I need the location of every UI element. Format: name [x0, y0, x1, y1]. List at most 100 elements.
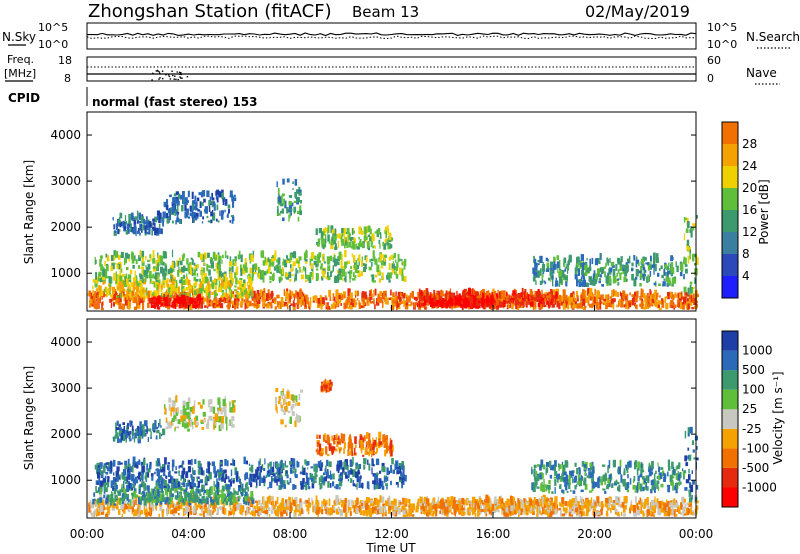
power-cell — [642, 274, 646, 277]
velocity-cell — [320, 504, 324, 507]
velocity-cell — [403, 504, 406, 511]
velocity-cell — [235, 501, 238, 504]
power-cell — [661, 300, 665, 308]
power-cell — [130, 282, 134, 287]
power-cell — [589, 303, 593, 308]
power-cell — [378, 278, 382, 283]
power-cell — [234, 272, 237, 279]
velocity-cell — [101, 502, 105, 505]
power-cell — [542, 270, 545, 274]
velocity-cell — [158, 513, 160, 517]
velocity-cell — [637, 506, 640, 510]
velocity-cell — [407, 498, 411, 503]
velocity-cell — [285, 512, 288, 517]
power-cell — [532, 267, 536, 274]
power-cell — [385, 297, 389, 305]
velocity-cell — [367, 506, 371, 510]
power-cell — [334, 246, 338, 250]
power-cell — [138, 255, 141, 262]
power-cell — [622, 268, 625, 272]
power-cell — [125, 273, 128, 279]
velocity-cell — [373, 498, 376, 505]
power-cell — [588, 270, 590, 274]
power-cell — [239, 302, 243, 306]
power-cell — [619, 272, 622, 281]
power-cell — [141, 261, 145, 267]
power-cell — [327, 271, 329, 278]
power-cell — [124, 280, 127, 288]
power-cell — [549, 269, 553, 277]
power-cell — [403, 304, 405, 307]
power-cell — [299, 210, 302, 216]
velocity-cell — [412, 509, 414, 513]
power-cell — [375, 274, 378, 278]
power-cell — [156, 302, 159, 309]
power-cell — [332, 296, 336, 302]
power-cell — [546, 295, 550, 299]
velocity-cell — [216, 492, 218, 496]
power-cell — [618, 269, 620, 274]
power-cell — [485, 291, 489, 297]
power-cell — [299, 205, 302, 212]
power-cell — [122, 284, 125, 291]
power-cell — [317, 298, 321, 304]
power-cell — [423, 289, 426, 296]
power-cell — [599, 297, 601, 306]
power-cell — [217, 264, 221, 270]
power-cell — [696, 215, 698, 219]
power-cell — [173, 300, 176, 309]
velocity-cell — [450, 496, 454, 503]
power-cell — [219, 276, 221, 280]
power-cell — [379, 243, 381, 249]
power-cell — [129, 289, 131, 292]
power-cell — [169, 279, 171, 283]
power-cell — [426, 297, 430, 303]
velocity-cell — [206, 497, 209, 505]
power-cell — [378, 228, 381, 235]
power-cell — [348, 241, 352, 248]
power-cell — [273, 298, 277, 302]
power-cell — [271, 261, 274, 267]
velocity-cell — [137, 509, 141, 517]
power-cell — [268, 259, 272, 267]
power-cell — [262, 275, 265, 283]
velocity-cell — [408, 512, 411, 517]
power-cell — [432, 296, 437, 305]
power-cell — [157, 259, 160, 267]
power-cell — [219, 210, 221, 217]
velocity-cell — [635, 496, 637, 504]
velocity-cell — [439, 510, 442, 514]
power-cell — [641, 304, 645, 307]
power-cell — [127, 223, 131, 226]
power-cell — [392, 292, 395, 297]
power-cell — [98, 272, 102, 277]
velocity-cell — [689, 503, 692, 507]
power-cell — [286, 207, 289, 214]
power-cell — [574, 274, 578, 280]
power-cell — [557, 299, 561, 306]
velocity-cell — [248, 501, 250, 506]
power-cell — [108, 284, 111, 287]
power-cell — [363, 300, 366, 304]
velocity-cell — [105, 497, 108, 505]
power-cell — [265, 258, 268, 266]
power-cell — [512, 298, 515, 304]
power-cell — [118, 261, 122, 264]
power-cell — [665, 295, 668, 299]
power-cell — [391, 237, 393, 242]
power-cell — [499, 301, 502, 308]
power-cell — [591, 279, 593, 286]
velocity-cell — [253, 512, 256, 517]
velocity-cell — [138, 496, 141, 503]
power-cell — [101, 297, 103, 300]
power-cell — [156, 284, 160, 291]
power-cell — [227, 300, 231, 307]
power-cell — [167, 269, 171, 275]
power-cell — [98, 285, 100, 290]
power-cell — [567, 297, 571, 305]
power-cell — [675, 261, 677, 267]
velocity-cell — [669, 502, 673, 509]
power-cell — [181, 279, 183, 285]
power-cell — [550, 274, 554, 280]
power-cell — [684, 268, 688, 274]
